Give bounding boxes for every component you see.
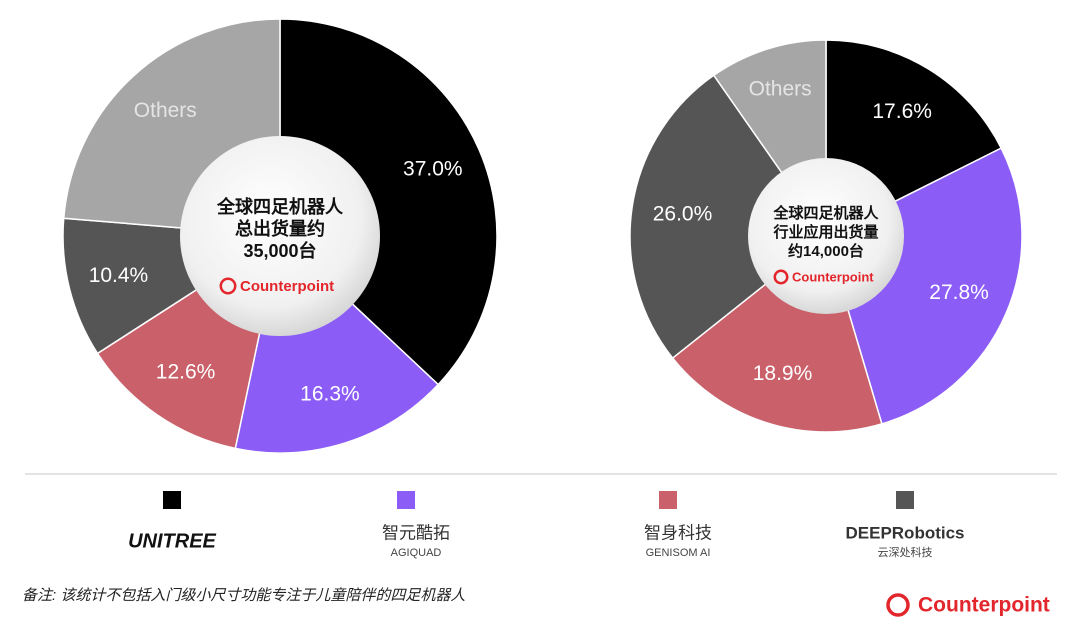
note: 备注: 该统计不包括入门级小尺寸功能专注于儿童陪伴的四足机器人 [22, 587, 465, 604]
legend-name: 智元酷拓 [382, 523, 450, 542]
legend-subtitle: GENISOM AI [646, 547, 711, 559]
value-label: 26.0% [653, 203, 713, 226]
legend-subtitle: 云深处科技 [878, 545, 933, 559]
center-text: 行业应用出货量 [772, 223, 878, 241]
legend-subtitle: AGIQUAD [391, 547, 442, 559]
value-label: 16.3% [300, 382, 360, 405]
donut-hub [180, 136, 380, 336]
value-label: 12.6% [156, 361, 216, 384]
pie-slice [629, 74, 828, 360]
center-logo-icon [219, 277, 237, 295]
center-text: 全球四足机器人 [772, 204, 879, 222]
value-label: 18.9% [753, 362, 813, 385]
pie-slice [279, 18, 498, 386]
value-label: 37.0% [403, 157, 463, 180]
slice-label: Others [134, 99, 197, 122]
center-logo: Counterpoint [792, 269, 874, 284]
value-label: 10.4% [89, 264, 149, 287]
legend-swatch [659, 491, 677, 509]
legend-swatch [397, 491, 415, 509]
legend-swatch [896, 491, 914, 509]
legend-name: DEEPRobotics [845, 523, 964, 542]
legend-name: 智身科技 [644, 523, 712, 542]
center-text: 全球四足机器人 [216, 196, 344, 217]
brand-icon [886, 593, 910, 617]
center-text: 总出货量约 [235, 218, 325, 239]
center-logo: Counterpoint [240, 278, 334, 295]
brand: Counterpoint [918, 594, 1050, 617]
slice-label: Others [749, 78, 812, 101]
value-label: 17.6% [872, 100, 932, 123]
center-text: 35,000台 [243, 240, 316, 261]
value-label: 27.8% [929, 281, 989, 304]
legend-name: UNITREE [128, 530, 216, 552]
center-logo-icon [773, 269, 789, 285]
center-text: 约14,000台 [788, 242, 864, 260]
legend-swatch [163, 491, 181, 509]
